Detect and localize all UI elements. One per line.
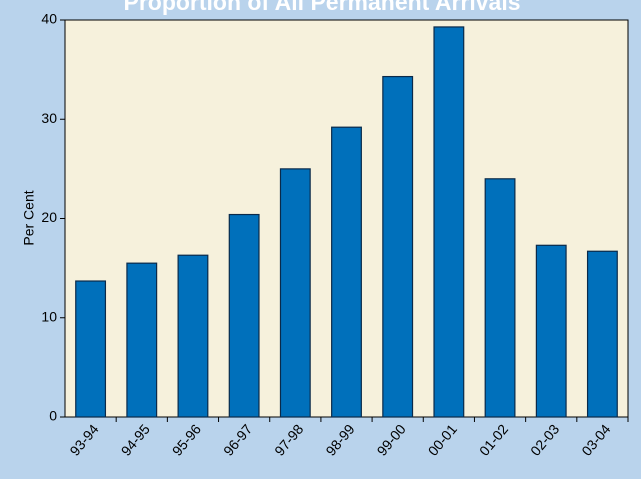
bar xyxy=(331,126,362,418)
bar xyxy=(228,213,260,418)
chart-title: Proportion of All Permanent Arrivals xyxy=(123,0,520,15)
bar xyxy=(126,262,158,418)
y-axis-label: Per Cent xyxy=(21,190,37,245)
bar xyxy=(279,168,311,418)
bar xyxy=(75,280,107,418)
bar xyxy=(177,254,209,418)
bar xyxy=(484,178,516,418)
y-tick-label: 20 xyxy=(41,209,57,225)
bar xyxy=(535,244,567,418)
bar xyxy=(586,250,618,418)
bar xyxy=(433,26,465,418)
y-tick-label: 30 xyxy=(41,110,57,126)
y-tick-label: 10 xyxy=(41,308,57,324)
y-tick-label: 0 xyxy=(49,408,57,424)
y-tick-label: 40 xyxy=(41,11,57,27)
bar xyxy=(382,75,414,418)
